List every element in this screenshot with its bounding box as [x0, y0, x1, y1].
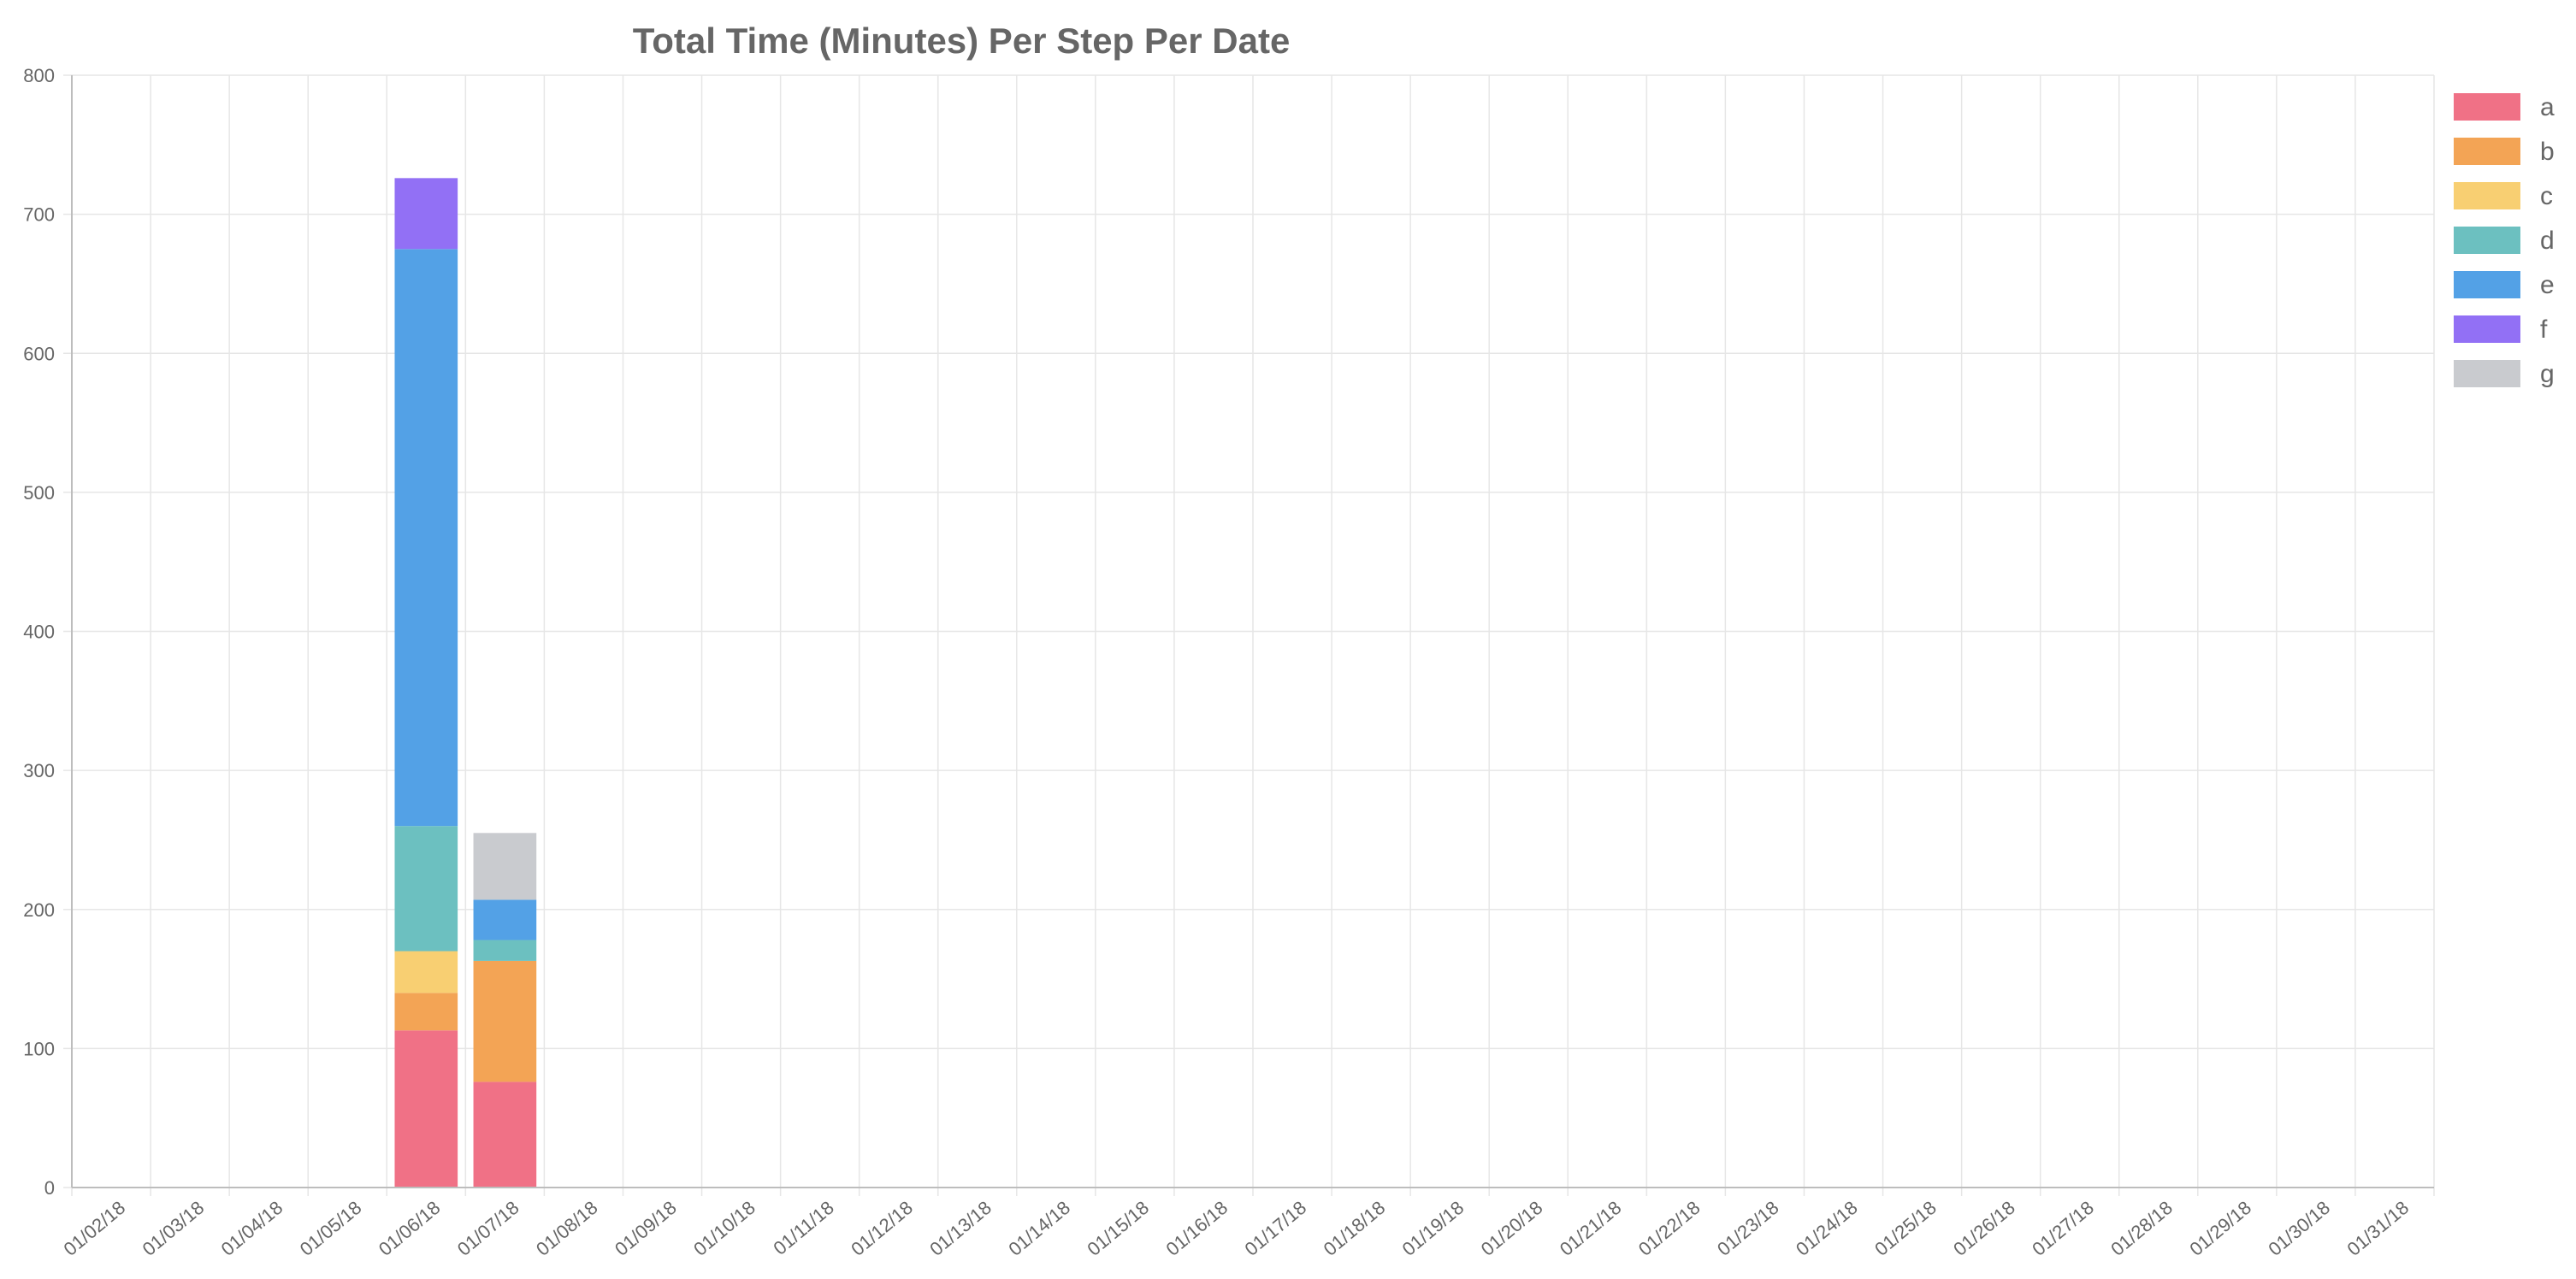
x-tick-label: 01/16/18	[1162, 1197, 1232, 1260]
x-tick-label: 01/02/18	[60, 1197, 130, 1260]
x-tick-label: 01/12/18	[847, 1197, 917, 1260]
bar-segment-b[interactable]	[473, 960, 537, 1082]
x-tick-label: 01/18/18	[1320, 1197, 1390, 1260]
legend-label: d	[2540, 227, 2555, 255]
x-tick-label: 01/04/18	[217, 1197, 287, 1260]
x-tick-label: 01/11/18	[769, 1197, 837, 1259]
legend-item-f[interactable]: f	[2452, 314, 2548, 345]
legend-label: g	[2540, 360, 2555, 388]
x-tick-label: 01/26/18	[1949, 1197, 2019, 1260]
bar-segment-a[interactable]	[473, 1082, 537, 1188]
bar-segment-a[interactable]	[394, 1030, 458, 1188]
legend-swatch	[2452, 358, 2522, 389]
legend-label: e	[2540, 271, 2555, 299]
bar-segment-b[interactable]	[394, 993, 458, 1031]
legend-swatch	[2452, 269, 2522, 300]
x-tick-label: 01/13/18	[925, 1197, 996, 1260]
x-tick-label: 01/03/18	[139, 1197, 209, 1260]
x-tick-label: 01/27/18	[2028, 1197, 2098, 1260]
x-tick-label: 01/24/18	[1792, 1197, 1862, 1260]
x-tick-label: 01/25/18	[1870, 1197, 1941, 1260]
bar-segment-g[interactable]	[473, 833, 537, 900]
legend-swatch	[2452, 180, 2522, 211]
legend-label: b	[2540, 138, 2555, 166]
legend-item-d[interactable]: d	[2452, 225, 2555, 256]
chart-title: Total Time (Minutes) Per Step Per Date	[633, 21, 1291, 61]
legend-item-c[interactable]: c	[2452, 180, 2553, 211]
legend-label: f	[2540, 315, 2548, 344]
y-tick-label: 200	[23, 899, 55, 921]
x-tick-label: 01/22/18	[1634, 1197, 1705, 1260]
x-tick-label: 01/17/18	[1241, 1197, 1311, 1260]
x-tick-label: 01/28/18	[2106, 1197, 2177, 1260]
bar-segment-d[interactable]	[394, 826, 458, 952]
legend-item-b[interactable]: b	[2452, 136, 2555, 167]
legend-label: a	[2540, 93, 2555, 121]
x-tick-label: 01/06/18	[375, 1197, 445, 1260]
bar-segment-d[interactable]	[473, 940, 537, 961]
bars	[394, 178, 537, 1188]
y-tick-label: 300	[23, 760, 55, 781]
bar-segment-c[interactable]	[394, 951, 458, 993]
x-tick-label: 01/20/18	[1477, 1197, 1547, 1260]
x-tick-label: 01/08/18	[532, 1197, 602, 1260]
legend-swatch	[2452, 225, 2522, 256]
y-tick-label: 0	[44, 1177, 55, 1199]
legend-swatch	[2452, 136, 2522, 167]
x-tick-label: 01/05/18	[296, 1197, 366, 1260]
legend-item-g[interactable]: g	[2452, 358, 2555, 389]
legend-item-e[interactable]: e	[2452, 269, 2555, 300]
axes	[71, 75, 2434, 1188]
bar-segment-e[interactable]	[394, 249, 458, 827]
y-tick-label: 400	[23, 622, 55, 643]
y-axis-ticks: 0 100 200 300 400 500 600 700 800	[23, 65, 55, 1199]
x-tick-label: 01/10/18	[689, 1197, 759, 1260]
x-tick-label: 01/23/18	[1713, 1197, 1783, 1260]
legend-item-a[interactable]: a	[2452, 91, 2555, 122]
legend-label: c	[2540, 182, 2553, 210]
x-tick-label: 01/07/18	[453, 1197, 523, 1260]
legend-swatch	[2452, 314, 2522, 345]
x-tick-label: 01/19/18	[1398, 1197, 1468, 1260]
x-tick-label: 01/30/18	[2264, 1197, 2334, 1260]
x-tick-label: 01/29/18	[2185, 1197, 2255, 1260]
x-tick-label: 01/21/18	[1556, 1197, 1626, 1260]
bar-segment-f[interactable]	[394, 178, 458, 250]
y-tick-label: 700	[23, 204, 55, 226]
x-tick-label: 01/14/18	[1004, 1197, 1074, 1260]
y-tick-label: 100	[23, 1038, 55, 1059]
y-tick-label: 800	[23, 65, 55, 86]
x-axis-ticks: 01/02/18 01/03/18 01/04/18 01/05/18 01/06/18…	[60, 1197, 2414, 1260]
bar-segment-e[interactable]	[473, 899, 537, 940]
y-tick-label: 500	[23, 482, 55, 504]
grid-lines	[63, 74, 2435, 1196]
x-tick-label: 01/09/18	[611, 1197, 681, 1260]
legend-swatch	[2452, 91, 2522, 122]
y-tick-label: 600	[23, 343, 55, 364]
x-tick-label: 01/31/18	[2343, 1197, 2414, 1260]
x-tick-label: 01/15/18	[1083, 1197, 1153, 1260]
